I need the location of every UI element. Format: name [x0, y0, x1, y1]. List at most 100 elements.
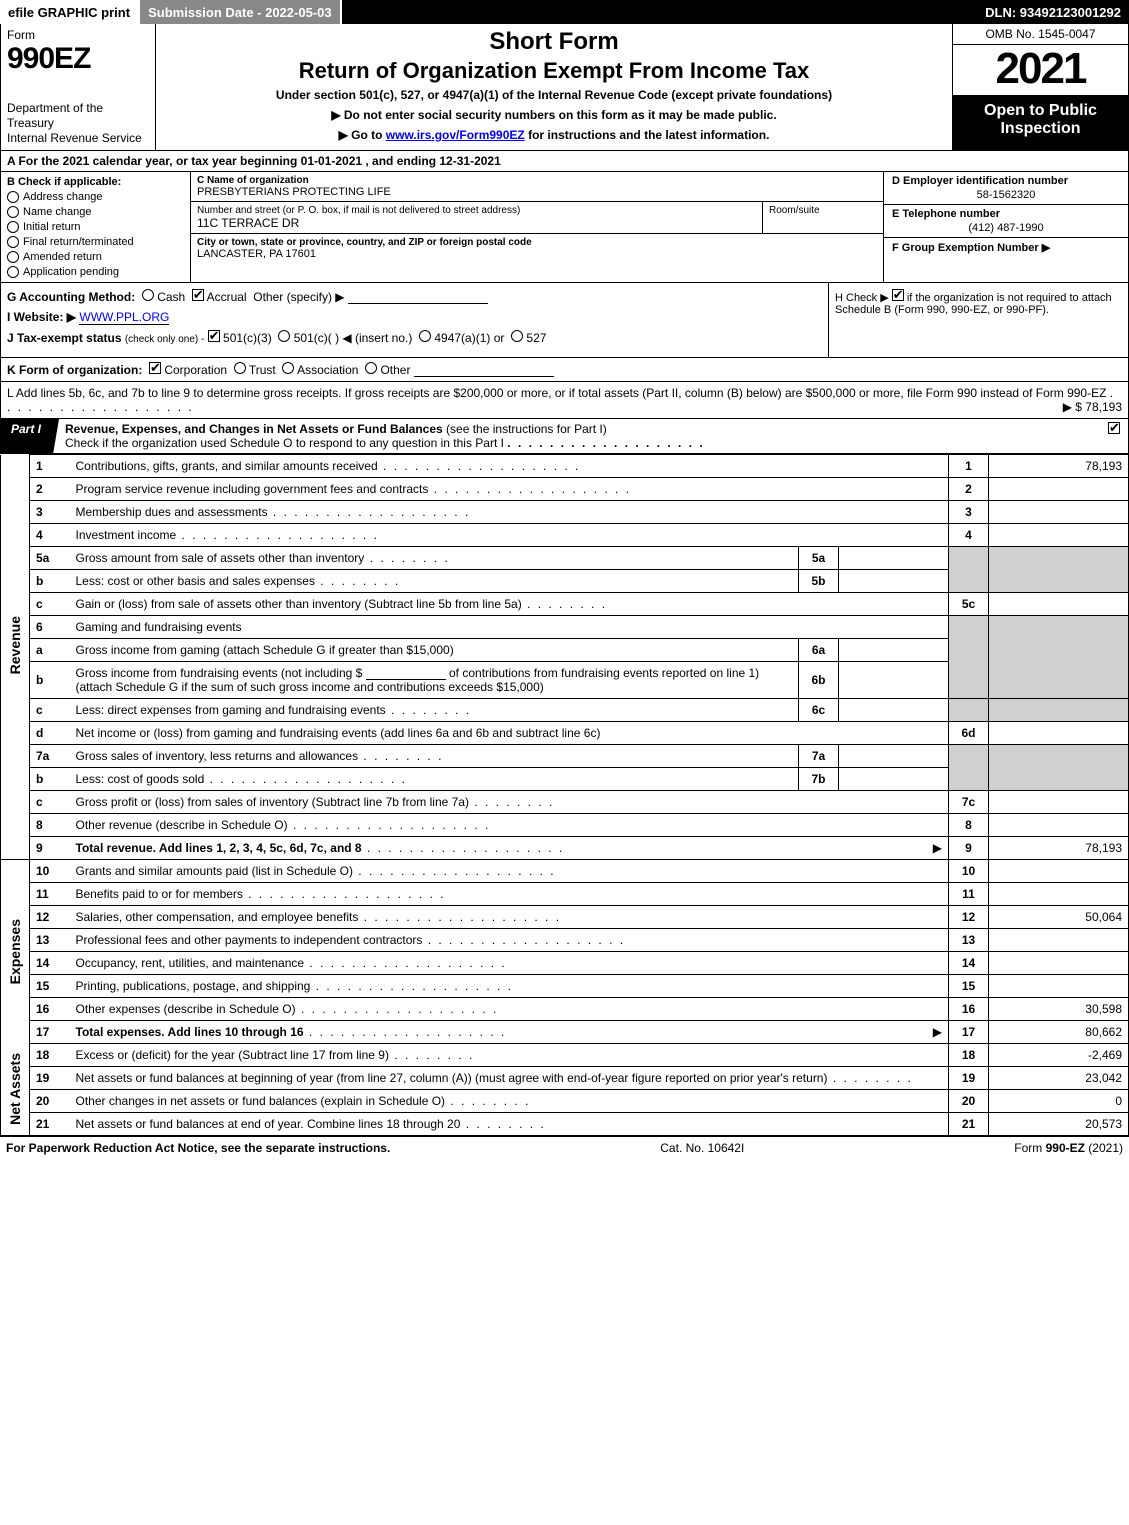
line-desc: Printing, publications, postage, and shi… [70, 975, 949, 998]
line-desc: Gross amount from sale of assets other t… [70, 547, 799, 570]
line-desc: Net assets or fund balances at beginning… [70, 1067, 949, 1090]
amount [989, 860, 1129, 883]
dots [389, 1048, 474, 1062]
checkbox-checked-icon[interactable] [1108, 422, 1120, 434]
underline [366, 666, 446, 680]
d-ein-cell: D Employer identification number 58-1562… [884, 172, 1128, 205]
goto-line: ▶ Go to www.irs.gov/Form990EZ for instru… [164, 128, 944, 142]
line-num: 9 [30, 837, 70, 860]
checkbox-icon[interactable] [7, 191, 19, 203]
efile-print[interactable]: efile GRAPHIC print [0, 0, 140, 24]
gray-cell [989, 699, 1129, 722]
amount: 78,193 [989, 837, 1129, 860]
checkbox-icon[interactable] [511, 330, 523, 342]
desc-text: Membership dues and assessments [76, 505, 268, 519]
footer-left: For Paperwork Reduction Act Notice, see … [6, 1141, 390, 1155]
desc-text: Excess or (deficit) for the year (Subtra… [76, 1048, 389, 1062]
amount [989, 791, 1129, 814]
opt-name-change[interactable]: Name change [7, 206, 184, 218]
website-link[interactable]: WWW.PPL.ORG [79, 310, 169, 325]
opt-final-return[interactable]: Final return/terminated [7, 236, 184, 248]
right-num: 16 [949, 998, 989, 1021]
line-desc: Other revenue (describe in Schedule O) [70, 814, 949, 837]
opt-application-pending[interactable]: Application pending [7, 266, 184, 278]
checkbox-icon[interactable] [7, 251, 19, 263]
right-num: 7c [949, 791, 989, 814]
checkbox-icon[interactable] [7, 266, 19, 278]
j-note: (check only one) - [125, 334, 204, 345]
table-row: 9 Total revenue. Add lines 1, 2, 3, 4, 5… [1, 837, 1129, 860]
right-num: 12 [949, 906, 989, 929]
f-label: F Group Exemption Number ▶ [892, 242, 1050, 254]
line-l: L Add lines 5b, 6c, and 7b to line 9 to … [0, 382, 1129, 419]
lines-table: Revenue 1 Contributions, gifts, grants, … [0, 454, 1129, 1136]
line-desc: Benefits paid to or for members [70, 883, 949, 906]
checkbox-icon[interactable] [7, 236, 19, 248]
checkbox-checked-icon[interactable] [149, 362, 161, 374]
table-row: 13 Professional fees and other payments … [1, 929, 1129, 952]
j-4947: 4947(a)(1) or [434, 331, 504, 345]
line-desc: Other expenses (describe in Schedule O) [70, 998, 949, 1021]
line-desc: Gross income from gaming (attach Schedul… [70, 639, 799, 662]
line-a-calendar-year: A For the 2021 calendar year, or tax yea… [0, 151, 1129, 172]
checkbox-checked-icon[interactable] [892, 289, 904, 301]
part-end-check [1100, 419, 1128, 453]
street-cell: Number and street (or P. O. box, if mail… [191, 202, 763, 233]
dots [304, 956, 507, 970]
desc-text: Program service revenue including govern… [76, 482, 429, 496]
dots [827, 1071, 912, 1085]
checkbox-checked-icon[interactable] [208, 330, 220, 342]
sub-num: 5b [799, 570, 839, 593]
checkbox-icon[interactable] [282, 362, 294, 374]
g-label: G Accounting Method: [7, 290, 135, 304]
right-num: 6d [949, 722, 989, 745]
desc-text: Total expenses. Add lines 10 through 16 [76, 1025, 304, 1039]
dots [460, 1117, 545, 1131]
right-num: 14 [949, 952, 989, 975]
checkbox-icon[interactable] [234, 362, 246, 374]
part-note: (see the instructions for Part I) [446, 422, 607, 436]
table-row: Revenue 1 Contributions, gifts, grants, … [1, 455, 1129, 478]
amount: 23,042 [989, 1067, 1129, 1090]
right-num: 3 [949, 501, 989, 524]
page-footer: For Paperwork Reduction Act Notice, see … [0, 1136, 1129, 1159]
opt-initial-return[interactable]: Initial return [7, 221, 184, 233]
gray-cell [949, 745, 989, 791]
sub-num: 6a [799, 639, 839, 662]
sub-num: 5a [799, 547, 839, 570]
desc-text: Salaries, other compensation, and employ… [76, 910, 359, 924]
checkbox-icon[interactable] [142, 289, 154, 301]
checkbox-icon[interactable] [278, 330, 290, 342]
checkbox-checked-icon[interactable] [192, 289, 204, 301]
irs-link[interactable]: www.irs.gov/Form990EZ [386, 128, 525, 142]
j-tax-exempt: J Tax-exempt status (check only one) - 5… [7, 330, 822, 345]
opt-label: Initial return [23, 221, 80, 233]
header-mid: Short Form Return of Organization Exempt… [156, 24, 953, 150]
j-527: 527 [526, 331, 546, 345]
side-blank [1, 837, 30, 860]
line-num: a [30, 639, 70, 662]
dots [422, 933, 625, 947]
table-row: 7a Gross sales of inventory, less return… [1, 745, 1129, 768]
i-website: I Website: ▶ WWW.PPL.ORG [7, 310, 822, 324]
table-row: 3 Membership dues and assessments 3 [1, 501, 1129, 524]
line-num: 8 [30, 814, 70, 837]
checkbox-icon[interactable] [7, 221, 19, 233]
checkbox-icon[interactable] [7, 206, 19, 218]
sub-amount [839, 745, 949, 768]
right-num: 15 [949, 975, 989, 998]
table-row: 8 Other revenue (describe in Schedule O)… [1, 814, 1129, 837]
checkbox-icon[interactable] [365, 362, 377, 374]
checkbox-icon[interactable] [419, 330, 431, 342]
opt-amended-return[interactable]: Amended return [7, 251, 184, 263]
sub-amount [839, 547, 949, 570]
street-label: Number and street (or P. O. box, if mail… [197, 205, 756, 216]
dots [364, 551, 449, 565]
desc-text: Contributions, gifts, grants, and simila… [76, 459, 378, 473]
table-row: 20 Other changes in net assets or fund b… [1, 1090, 1129, 1113]
b-letter: B [7, 176, 15, 188]
e-phone-cell: E Telephone number (412) 487-1990 [884, 205, 1128, 238]
opt-address-change[interactable]: Address change [7, 191, 184, 203]
desc-text: Gross profit or (loss) from sales of inv… [76, 795, 469, 809]
desc-text: Printing, publications, postage, and shi… [76, 979, 311, 993]
